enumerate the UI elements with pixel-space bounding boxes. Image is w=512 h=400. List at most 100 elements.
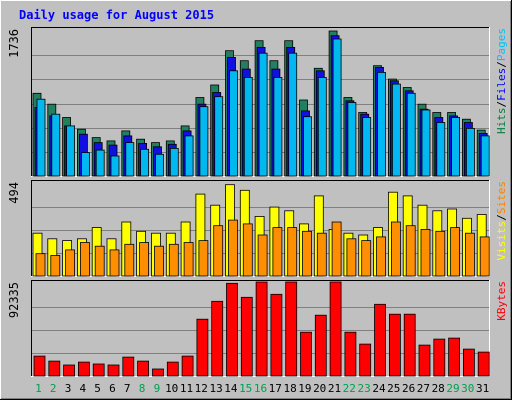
- y-max-label: 1736: [7, 29, 21, 58]
- x-tick-label: 11: [180, 382, 193, 395]
- x-tick-label: 6: [109, 382, 116, 395]
- panels-group: 1736Hits/Files/Pages494Visits/Sites92335…: [7, 27, 508, 377]
- bar-pages-day-5: [95, 149, 105, 177]
- bar-pages-day-16: [258, 52, 268, 177]
- bar-kbytes-day-28: [433, 338, 446, 377]
- x-tick-label: 31: [476, 382, 489, 395]
- legend-entry: Visits: [495, 221, 508, 261]
- bar-pages-day-2: [51, 113, 61, 177]
- legend-entry: Sites: [495, 181, 508, 214]
- bar-pages-day-15: [243, 77, 253, 177]
- x-tick-label: 8: [139, 382, 146, 395]
- legend-visits-sites: Visits/Sites: [495, 181, 508, 261]
- bar-kbytes-day-25: [388, 313, 401, 377]
- bar-pages-day-6: [110, 155, 120, 177]
- x-tick-label: 3: [65, 382, 72, 395]
- bar-sites-day-21: [331, 221, 342, 277]
- bar-sites-day-9: [154, 245, 164, 277]
- bar-kbytes-day-4: [78, 361, 90, 377]
- bar-kbytes-day-13: [211, 300, 224, 377]
- x-axis-labels: 1 2 3 4 5 6 7 8 9 10 11 12 13 14 15 16 17 18 19 20 21 22 23 24 2…: [35, 382, 489, 395]
- bar-sites-day-16: [257, 234, 268, 277]
- bar-kbytes-day-29: [448, 337, 461, 377]
- y-max-label: 494: [7, 182, 21, 204]
- bar-pages-day-9: [155, 153, 164, 177]
- bar-pages-day-13: [214, 96, 224, 177]
- x-tick-label: 29: [446, 382, 459, 395]
- bar-kbytes-day-5: [92, 363, 105, 377]
- x-tick-label: 24: [372, 382, 386, 395]
- bar-sites-day-24: [376, 236, 386, 277]
- bar-pages-day-23: [362, 117, 372, 177]
- bar-pages-day-21: [332, 38, 342, 177]
- x-tick-label: 27: [417, 382, 430, 395]
- legend-entry: Pages: [495, 28, 508, 61]
- x-tick-label: 5: [94, 382, 101, 395]
- bar-sites-day-14: [228, 219, 238, 277]
- bar-sites-day-17: [272, 227, 283, 277]
- bars: [33, 281, 490, 377]
- legend-entry: /: [495, 214, 508, 221]
- bar-pages-day-1: [36, 98, 46, 177]
- bar-pages-day-17: [273, 77, 283, 177]
- x-tick-label: 2: [50, 382, 57, 395]
- x-tick-label: 25: [387, 382, 400, 395]
- x-tick-label: 20: [313, 382, 326, 395]
- bar-pages-day-29: [451, 117, 461, 177]
- bar-kbytes-day-27: [418, 344, 431, 377]
- x-tick-label: 21: [328, 382, 341, 395]
- bar-sites-day-20: [316, 232, 327, 277]
- bar-pages-day-7: [125, 142, 135, 177]
- bar-sites-day-27: [420, 228, 431, 277]
- bar-kbytes-day-23: [359, 343, 372, 377]
- bar-kbytes-day-8: [137, 360, 150, 377]
- x-tick-label: 18: [283, 382, 296, 395]
- bar-pages-day-3: [66, 125, 75, 177]
- x-tick-label: 7: [124, 382, 131, 395]
- x-tick-label: 1: [35, 382, 42, 395]
- bar-kbytes-day-19: [300, 331, 312, 377]
- bar-sites-day-2: [50, 255, 61, 277]
- bar-sites-day-5: [94, 245, 105, 277]
- bar-sites-day-4: [80, 242, 90, 277]
- bar-sites-day-10: [168, 243, 179, 277]
- x-tick-label: 26: [402, 382, 415, 395]
- legend-hits-files-pages: Hits/Files/Pages: [495, 28, 508, 134]
- legend-entry: /: [495, 101, 508, 108]
- bar-sites-day-13: [213, 225, 224, 277]
- bar-pages-day-20: [317, 77, 327, 177]
- bar-kbytes-day-3: [63, 364, 75, 377]
- panel-kbytes: 92335 KBytes: [7, 280, 508, 377]
- x-tick-label: 16: [254, 382, 267, 395]
- x-tick-label: 9: [154, 382, 161, 395]
- x-tick-label: 28: [432, 382, 445, 395]
- bar-sites-day-11: [183, 242, 194, 277]
- bar-kbytes-day-10: [166, 361, 179, 377]
- legend-entry: Hits: [495, 108, 508, 135]
- x-tick-label: 14: [224, 382, 238, 395]
- bar-kbytes-day-31: [477, 351, 490, 377]
- bar-sites-day-7: [124, 243, 135, 277]
- bar-sites-day-6: [109, 249, 120, 277]
- bars: [32, 30, 490, 177]
- x-tick-label: 23: [357, 382, 370, 395]
- bar-pages-day-10: [169, 147, 179, 177]
- x-tick-label: 15: [239, 382, 252, 395]
- x-tick-label: 12: [195, 382, 208, 395]
- bar-pages-day-31: [480, 135, 490, 177]
- bar-kbytes-day-24: [374, 303, 386, 377]
- bar-kbytes-day-15: [240, 296, 253, 377]
- bar-kbytes-day-18: [285, 281, 298, 377]
- bar-sites-day-22: [346, 238, 357, 277]
- bar-kbytes-day-1: [33, 355, 46, 377]
- y-max-label: 92335: [7, 282, 21, 318]
- bar-kbytes-day-22: [344, 331, 357, 377]
- bar-kbytes-day-26: [403, 313, 416, 377]
- bar-kbytes-day-7: [122, 356, 135, 377]
- bar-kbytes-day-30: [462, 348, 475, 377]
- bar-kbytes-day-14: [226, 282, 238, 377]
- bar-pages-day-27: [421, 109, 431, 177]
- bar-sites-day-25: [390, 221, 401, 277]
